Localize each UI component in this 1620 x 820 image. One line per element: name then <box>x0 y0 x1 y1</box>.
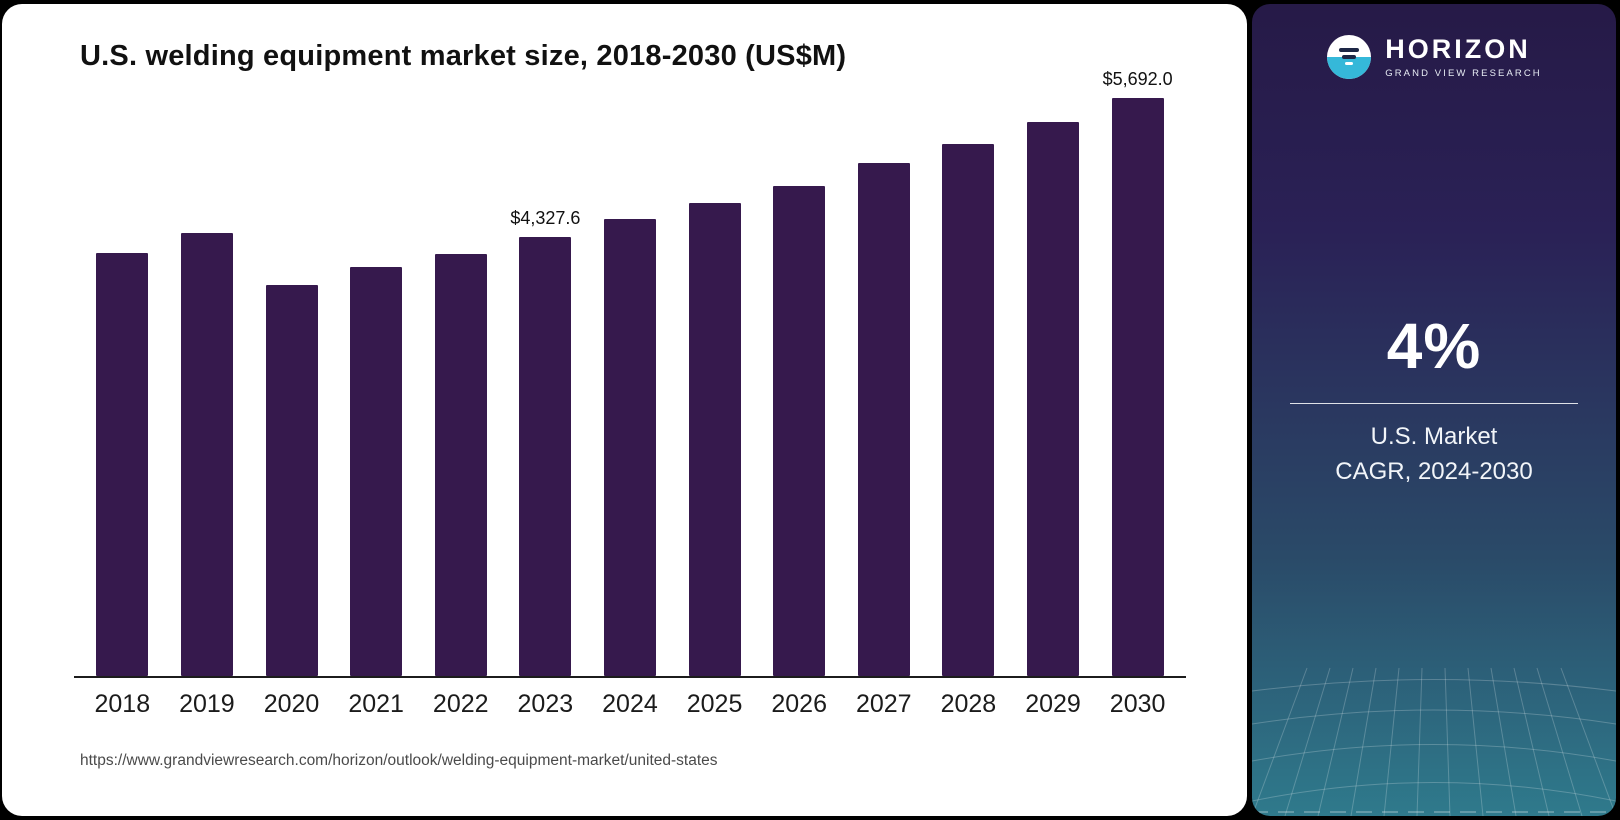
brand-text: HORIZON GRAND VIEW RESEARCH <box>1385 34 1542 79</box>
x-axis-label: 2023 <box>517 690 574 718</box>
bar <box>942 144 995 676</box>
bar-column <box>80 94 165 676</box>
brand-subtitle: GRAND VIEW RESEARCH <box>1385 67 1542 79</box>
source-url-link[interactable]: https://www.grandviewresearch.com/horizo… <box>80 752 718 769</box>
bar-column <box>249 94 334 676</box>
bar-column: $4,327.6 <box>503 94 588 676</box>
bar <box>688 203 741 676</box>
stat-caption: U.S. Market CAGR, 2024-2030 <box>1252 420 1616 490</box>
x-axis-label: 2026 <box>771 690 827 718</box>
x-axis-label: 2024 <box>602 690 658 718</box>
bar <box>350 267 403 676</box>
horizon-logo-icon <box>1327 35 1372 79</box>
bars-row: $4,327.6 $5,692.0 <box>80 69 1180 676</box>
bar <box>519 237 572 676</box>
bar-column: $5,692.0 <box>1095 69 1180 676</box>
bar-column <box>841 94 926 676</box>
bar-column <box>926 94 1011 676</box>
stat-divider <box>1290 403 1578 404</box>
bar <box>603 219 656 676</box>
x-axis-label: 2022 <box>432 690 489 718</box>
bar-column <box>418 94 503 676</box>
bar-column <box>165 94 250 676</box>
chart-title: U.S. welding equipment market size, 2018… <box>80 40 847 72</box>
x-axis-label: 2025 <box>686 690 743 718</box>
bar-column <box>1011 94 1096 676</box>
bar <box>857 163 910 676</box>
chart-card: U.S. welding equipment market size, 2018… <box>2 4 1247 816</box>
bar <box>1027 122 1079 676</box>
x-axis-label: 2020 <box>263 690 320 718</box>
brand-panel: HORIZON GRAND VIEW RESEARCH 4% U.S. Mark… <box>1252 4 1616 816</box>
brand-name: HORIZON <box>1385 34 1531 65</box>
x-axis-label: 2027 <box>855 690 912 718</box>
mesh-decoration <box>1252 667 1616 816</box>
x-axis-label: 2030 <box>1109 690 1166 718</box>
brand-row: HORIZON GRAND VIEW RESEARCH <box>1252 34 1616 80</box>
bar-chart: $4,327.6 $5,692.0 2018 2019 2020 2021 2022 202… <box>74 69 1186 754</box>
x-axis-line <box>74 676 1186 678</box>
x-axis-label: 2019 <box>179 690 235 718</box>
bar-value-label: $4,327.6 <box>510 208 581 228</box>
bar-value-label: $5,692.0 <box>1102 69 1173 89</box>
bar <box>180 233 233 676</box>
cagr-value: 4% <box>1386 310 1482 382</box>
x-axis-label: 2018 <box>94 690 151 718</box>
x-axis-label: 2028 <box>940 690 997 718</box>
stat-caption-line1: U.S. Market <box>1370 423 1498 450</box>
bar-column <box>334 94 419 676</box>
bar <box>773 186 826 676</box>
x-axis-label: 2021 <box>348 690 404 718</box>
stat-caption-line2: CAGR, 2024-2030 <box>1335 457 1533 485</box>
bar <box>96 253 149 676</box>
bar <box>265 285 318 676</box>
x-axis-labels: 2018 2019 2020 2021 2022 2023 2024 2025 2026 2027… <box>80 690 1180 719</box>
bar <box>1111 98 1164 676</box>
bar-column <box>672 94 757 676</box>
stat-block: 4% U.S. Market CAGR, 2024-2030 <box>1252 309 1616 490</box>
x-axis-label: 2029 <box>1025 690 1081 718</box>
bar-column <box>588 94 673 676</box>
bar <box>434 254 487 676</box>
bar-column <box>757 94 842 676</box>
